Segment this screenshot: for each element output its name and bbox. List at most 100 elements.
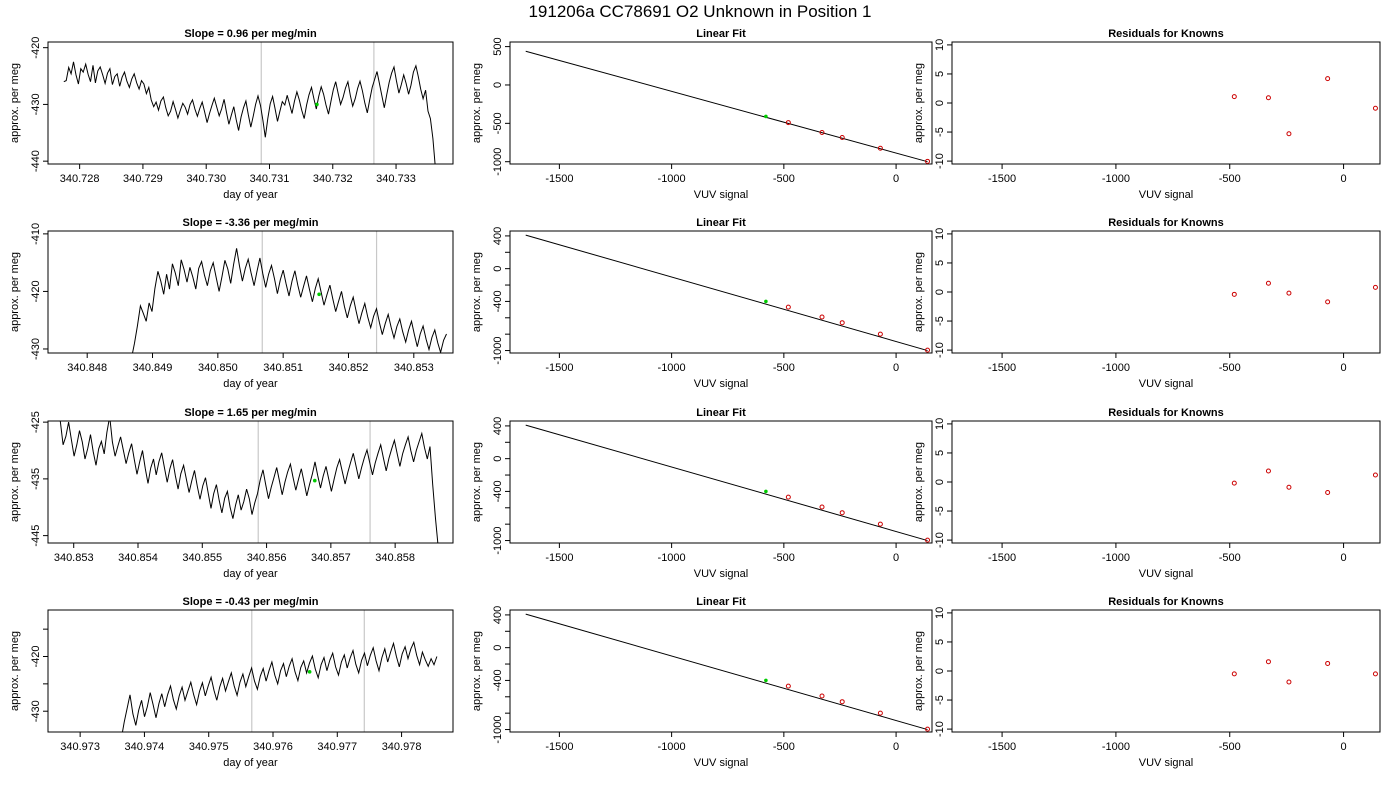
panel-title: Linear Fit	[696, 596, 746, 608]
plot-area	[525, 234, 931, 353]
y-axis-label: approx. per meg	[471, 252, 483, 332]
chart-panel-6: Residuals for Knowns -1500 -1000 -500 0 10 5 0 -…	[913, 217, 1381, 390]
y-axis-label: approx. per meg	[471, 442, 483, 522]
y-tick-label: 10	[934, 418, 946, 430]
plot-frame	[951, 230, 1381, 354]
y-tick-label: -500	[492, 112, 504, 134]
x-tick-label: 0	[1341, 362, 1347, 374]
residual-point	[1325, 76, 1331, 82]
unknown-marker	[764, 114, 768, 119]
chart-panel-2: Linear Fit -1500 -1000 -500 0 500 0 -500 -1000 VU…	[471, 28, 933, 201]
x-tick-label: -500	[1219, 741, 1241, 753]
chart-panel-1: Slope = 0.96 per meg/min 340.728 340.729 34…	[9, 28, 454, 201]
panel-title: Slope = -0.43 per meg/min	[182, 596, 318, 608]
figure-title: 191206a CC78691 O2 Unknown in Position 1	[528, 2, 871, 21]
y-tick-label: -1000	[492, 715, 504, 743]
known-point	[785, 304, 791, 310]
known-point	[839, 320, 845, 326]
x-tick-label: 340.853	[54, 552, 94, 564]
residual-point	[1325, 299, 1331, 305]
y-tick-label: -420	[30, 645, 42, 667]
chart-panel-8: Linear Fit -1500 -1000 -500 0 400 0 -400 -1000 VU…	[471, 407, 933, 580]
panel-title: Linear Fit	[696, 407, 746, 419]
x-tick-label: 340.975	[189, 741, 229, 753]
y-tick-label: -10	[934, 721, 946, 737]
plot-frame	[509, 609, 933, 733]
y-tick-label: -410	[30, 223, 42, 245]
residual-point	[1372, 671, 1378, 677]
unknown-marker	[315, 102, 319, 107]
x-tick-label: 340.732	[313, 173, 353, 185]
plot-area	[1231, 659, 1378, 685]
known-point	[819, 693, 825, 699]
x-axis-label: VUV signal	[694, 378, 748, 390]
y-tick-label: 10	[934, 607, 946, 619]
x-tick-label: 0	[893, 552, 899, 564]
known-point	[839, 510, 845, 516]
y-tick-label: 400	[492, 417, 504, 435]
x-tick-label: 0	[893, 173, 899, 185]
x-axis-label: day of year	[223, 568, 278, 580]
x-axis-label: VUV signal	[694, 568, 748, 580]
chart-panel-4: Slope = -3.36 per meg/min 340.848 340.849 3…	[9, 217, 454, 390]
unknown-marker	[307, 670, 312, 674]
y-tick-label: 400	[492, 227, 504, 245]
x-tick-label: 340.728	[60, 173, 100, 185]
chart-panel-9: Residuals for Knowns -1500 -1000 -500 0 10 5 0 -…	[913, 407, 1381, 580]
residual-point	[1372, 105, 1378, 111]
y-axis-label: approx. per meg	[9, 631, 21, 711]
residual-point	[1325, 489, 1331, 495]
x-tick-label: 340.855	[182, 552, 222, 564]
x-tick-label: -1000	[1102, 173, 1130, 185]
y-tick-label: -400	[492, 290, 504, 312]
x-tick-label: 340.731	[250, 173, 290, 185]
x-tick-label: -500	[773, 741, 795, 753]
x-tick-label: 340.850	[198, 362, 238, 374]
x-tick-label: -500	[773, 362, 795, 374]
x-axis-label: VUV signal	[694, 757, 748, 769]
x-tick-label: 340.856	[247, 552, 287, 564]
y-tick-label: -1000	[492, 336, 504, 364]
known-point	[839, 699, 845, 705]
residual-point	[1231, 94, 1237, 100]
known-point	[877, 145, 883, 151]
unknown-marker	[764, 678, 768, 683]
x-tick-label: 340.976	[253, 741, 293, 753]
x-tick-label: -500	[1219, 362, 1241, 374]
unknown-marker	[764, 489, 768, 494]
y-axis-label: approx. per meg	[471, 631, 483, 711]
x-tick-label: -1500	[988, 362, 1016, 374]
y-tick-label: -10	[934, 342, 946, 358]
known-point	[785, 494, 791, 500]
y-axis-label: approx. per meg	[9, 63, 21, 143]
y-tick-label: -5	[934, 127, 946, 137]
x-tick-label: -500	[1219, 552, 1241, 564]
y-tick-label: -5	[934, 506, 946, 516]
y-tick-label: -10	[934, 532, 946, 548]
x-axis-label: day of year	[223, 378, 278, 390]
y-tick-label: 5	[934, 450, 946, 456]
x-tick-label: 340.978	[382, 741, 422, 753]
y-tick-label: -5	[934, 695, 946, 705]
plot-area	[1231, 76, 1378, 137]
y-tick-label: -420	[30, 280, 42, 302]
y-axis-label: approx. per meg	[9, 252, 21, 332]
x-axis-label: VUV signal	[1139, 757, 1193, 769]
x-tick-label: 340.854	[118, 552, 158, 564]
y-tick-label: -400	[492, 480, 504, 502]
x-tick-label: 0	[1341, 173, 1347, 185]
known-point	[785, 120, 791, 126]
panel-title: Residuals for Knowns	[1108, 596, 1224, 608]
residual-point	[1286, 131, 1292, 137]
x-tick-label: 340.851	[263, 362, 303, 374]
y-tick-label: -5	[934, 316, 946, 326]
y-tick-label: 0	[934, 100, 946, 106]
panel-title: Residuals for Knowns	[1108, 28, 1224, 40]
residual-point	[1372, 284, 1378, 290]
x-axis-label: day of year	[223, 189, 278, 201]
chart-panel-11: Linear Fit -1500 -1000 -500 0 400 0 -400 -1000 VU…	[471, 596, 933, 769]
y-tick-label: 10	[934, 39, 946, 51]
plot-frame	[509, 41, 933, 165]
known-point	[877, 521, 883, 527]
plot-area	[63, 61, 436, 164]
